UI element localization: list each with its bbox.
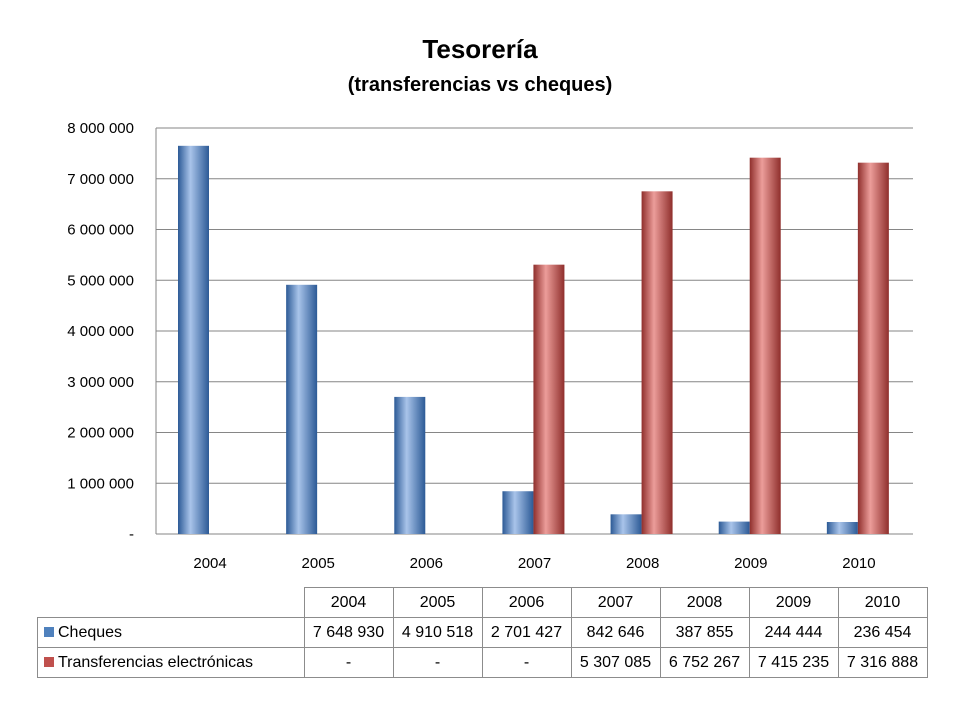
bar-transferencias: [533, 264, 565, 534]
data-cell: -: [303, 647, 394, 678]
series-name-transferencias: Transferencias electrónicas: [58, 653, 254, 671]
x-tick-label: 2009: [734, 555, 767, 572]
x-tick-label: 2007: [518, 555, 551, 572]
legend-swatch-transferencias: [44, 657, 54, 668]
bar-cheques: [286, 284, 318, 534]
data-cell: 5 307 085: [570, 647, 661, 678]
x-tick-label: 2006: [410, 555, 443, 572]
y-tick-label: 1 000 000: [67, 475, 134, 492]
data-cell: -: [481, 647, 572, 678]
data-table-header-row: 2004 2005 2006 2007 2008 2009 2010: [37, 587, 928, 618]
bar-transferencias: [857, 162, 889, 534]
bar-cheques: [610, 514, 642, 534]
data-cell: 6 752 267: [659, 647, 750, 678]
series-label-cheques: Cheques: [37, 617, 305, 648]
bar-cheques: [826, 521, 858, 534]
bar-cheques: [718, 521, 750, 534]
y-tick-label: 3 000 000: [67, 374, 134, 391]
bar-cheques: [178, 145, 209, 534]
y-tick-label: 7 000 000: [67, 171, 134, 188]
data-table-corner: [37, 587, 305, 618]
y-tick-label: 8 000 000: [67, 120, 134, 137]
data-table-year: 2010: [837, 587, 928, 618]
series-name-cheques: Cheques: [58, 623, 123, 641]
bar-chart: - 1 000 000 2 000 000 3 000 000 4 000 000 5 0…: [67, 120, 913, 572]
data-table-row-transferencias: Transferencias electrónicas - - - 5 307 …: [37, 647, 928, 678]
y-tick-label: 2 000 000: [67, 425, 134, 442]
y-tick-label: -: [129, 526, 134, 543]
data-table-row-cheques: Cheques 7 648 930 4 910 518 2 701 427 84…: [37, 617, 928, 648]
data-cell: 7 415 235: [748, 647, 839, 678]
series-label-transferencias: Transferencias electrónicas: [37, 647, 305, 678]
data-table-year: 2007: [570, 587, 661, 618]
data-cell: 244 444: [748, 617, 839, 648]
data-table: 2004 2005 2006 2007 2008 2009 2010 Chequ…: [37, 587, 928, 678]
bar-transferencias: [749, 157, 781, 534]
data-table-year: 2006: [481, 587, 572, 618]
data-cell: 842 646: [570, 617, 661, 648]
data-table-year: 2005: [392, 587, 483, 618]
y-tick-label: 4 000 000: [67, 323, 134, 340]
data-cell: 2 701 427: [481, 617, 572, 648]
data-cell: 7 316 888: [837, 647, 928, 678]
data-cell: -: [392, 647, 483, 678]
y-tick-label: 6 000 000: [67, 222, 134, 239]
bar-cheques: [394, 396, 426, 534]
bar-cheques: [502, 491, 534, 534]
chart-title: Tesorería: [422, 34, 538, 64]
x-tick-label: 2008: [626, 555, 659, 572]
y-tick-label: 5 000 000: [67, 272, 134, 289]
x-tick-label: 2010: [842, 555, 875, 572]
bar-transferencias: [641, 191, 673, 534]
x-tick-label: 2005: [302, 555, 335, 572]
legend-swatch-cheques: [44, 627, 54, 638]
data-table-year: 2008: [659, 587, 750, 618]
data-cell: 236 454: [837, 617, 928, 648]
data-cell: 4 910 518: [392, 617, 483, 648]
x-tick-label: 2004: [193, 555, 226, 572]
data-cell: 387 855: [659, 617, 750, 648]
chart-subtitle: (transferencias vs cheques): [347, 74, 613, 96]
data-cell: 7 648 930: [303, 617, 394, 648]
data-table-year: 2004: [303, 587, 394, 618]
data-table-year: 2009: [748, 587, 839, 618]
